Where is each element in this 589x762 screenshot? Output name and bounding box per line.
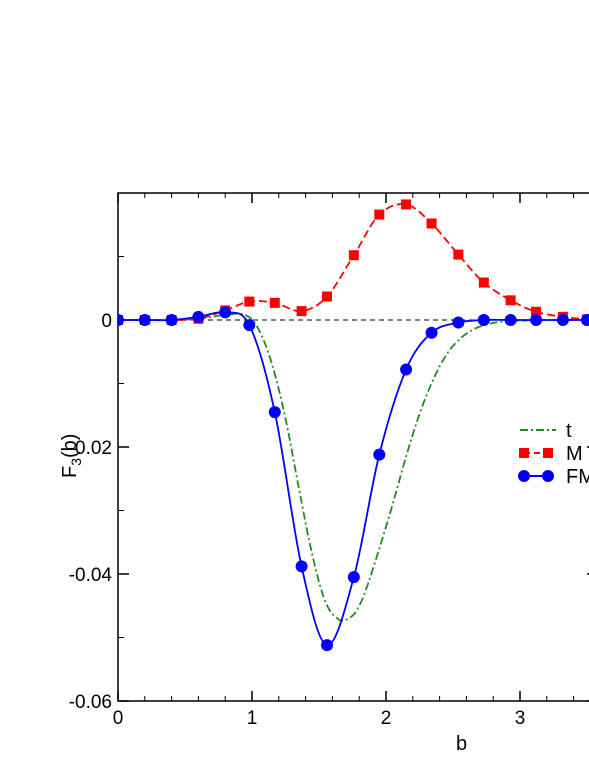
legend: t M FM [518, 420, 589, 488]
x-tick-label: 2 [381, 708, 392, 729]
legend-item-t: t [520, 420, 572, 442]
plot-frame [117, 192, 589, 702]
x-tick-label: 0 [113, 708, 124, 729]
data-point-m [505, 295, 516, 306]
y-tick-label: -0.02 [69, 438, 112, 459]
legend-label-m: M [566, 443, 583, 465]
series-line-fm [118, 311, 587, 647]
data-point-fm [452, 316, 465, 329]
legend-marker-fm-2 [542, 470, 554, 482]
data-point-fm [165, 314, 178, 326]
series-m [118, 199, 589, 325]
legend-label-t: t [566, 420, 572, 442]
data-point-fm [556, 314, 569, 326]
series-fm [118, 306, 589, 652]
data-point-m [426, 218, 437, 229]
data-point-m [322, 291, 333, 302]
data-point-fm [504, 314, 517, 326]
y-axis-label-main: F [59, 466, 81, 478]
series-line-m [118, 203, 588, 321]
y-tick-label: 0 [101, 311, 112, 332]
data-point-m [296, 306, 307, 317]
y-axis-ticks: -0.06 -0.04 -0.02 0 [69, 192, 589, 713]
data-point-m [401, 199, 412, 210]
legend-marker-fm-1 [518, 470, 530, 482]
x-tick-label: 3 [515, 708, 526, 729]
data-point-fm [425, 326, 438, 339]
y-axis-label-tail: (b) [59, 434, 81, 458]
data-point-fm [118, 314, 124, 326]
data-point-m [244, 296, 255, 307]
plot-area [117, 192, 589, 702]
data-point-fm [477, 314, 490, 326]
data-point-fm [400, 363, 413, 376]
data-point-m [269, 297, 280, 308]
data-point-m [348, 250, 359, 261]
data-point-fm [138, 314, 151, 326]
y-tick-label: -0.04 [69, 565, 113, 586]
series-layer [118, 199, 589, 652]
data-point-fm [268, 406, 281, 419]
y-axis-label: F3(b) [59, 434, 84, 478]
data-point-m [453, 249, 464, 260]
legend-marker-m-1 [519, 448, 529, 458]
x-axis-label: b [456, 733, 467, 755]
data-point-fm [243, 319, 256, 332]
x-axis-ticks: 0 1 2 3 [113, 193, 575, 729]
data-point-m [531, 306, 542, 317]
data-point-fm [192, 310, 205, 323]
legend-label-fm: FM [566, 466, 589, 488]
data-point-fm [530, 314, 543, 326]
data-point-m [374, 209, 385, 220]
data-point-m [478, 277, 489, 288]
y-tick-label: -0.06 [69, 692, 112, 713]
data-point-fm [295, 560, 308, 573]
data-point-fm [347, 571, 360, 584]
data-point-fm [321, 639, 334, 652]
data-point-fm [581, 314, 589, 326]
legend-marker-m-2 [543, 448, 553, 458]
data-point-fm [219, 306, 232, 319]
data-point-fm [373, 448, 386, 461]
legend-item-fm: FM [518, 466, 589, 488]
legend-item-m: M [519, 443, 583, 465]
x-tick-label: 1 [247, 708, 258, 729]
y-axis-label-sub: 3 [68, 458, 84, 466]
